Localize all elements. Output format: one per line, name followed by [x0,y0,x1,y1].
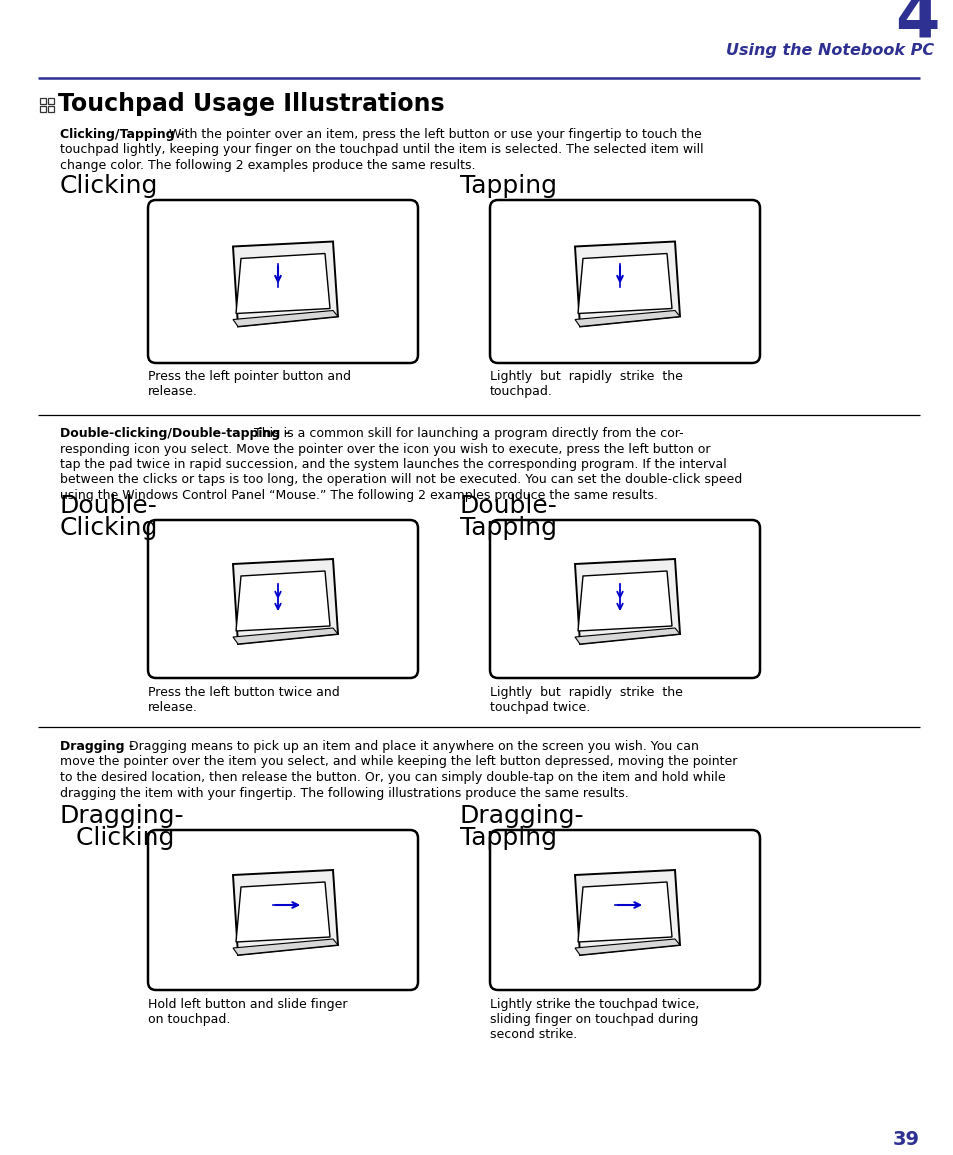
Text: Press the left button twice and: Press the left button twice and [148,686,339,699]
Polygon shape [575,870,679,955]
Polygon shape [233,241,337,327]
Text: Double-: Double- [60,494,157,517]
Text: 39: 39 [892,1130,919,1149]
Text: Clicking: Clicking [60,174,158,198]
Text: Tapping: Tapping [459,174,557,198]
Text: Clicking/Tapping -: Clicking/Tapping - [60,128,184,141]
Text: touchpad twice.: touchpad twice. [490,701,590,714]
Text: second strike.: second strike. [490,1028,577,1041]
FancyBboxPatch shape [490,520,760,678]
Text: move the pointer over the item you select, and while keeping the left button dep: move the pointer over the item you selec… [60,755,737,768]
Text: Tapping: Tapping [459,516,557,541]
Text: to the desired location, then release the button. Or, you can simply double-tap : to the desired location, then release th… [60,772,725,784]
Bar [40,106,46,112]
FancyBboxPatch shape [490,830,760,990]
Polygon shape [578,253,671,313]
Text: This is a common skill for launching a program directly from the cor-: This is a common skill for launching a p… [250,427,683,440]
Polygon shape [233,628,337,644]
FancyBboxPatch shape [490,200,760,363]
Text: change color. The following 2 examples produce the same results.: change color. The following 2 examples p… [60,159,475,172]
Text: Tapping: Tapping [459,826,557,850]
Text: responding icon you select. Move the pointer over the icon you wish to execute, : responding icon you select. Move the poi… [60,442,710,455]
Text: Lightly strike the touchpad twice,: Lightly strike the touchpad twice, [490,998,699,1011]
Polygon shape [575,559,679,644]
Text: touchpad.: touchpad. [490,385,553,398]
Text: Dragging-: Dragging- [60,804,185,828]
Text: dragging the item with your fingertip. The following illustrations produce the s: dragging the item with your fingertip. T… [60,787,628,799]
Text: Double-: Double- [459,494,558,517]
Polygon shape [575,628,679,644]
Text: on touchpad.: on touchpad. [148,1013,230,1026]
Text: Lightly  but  rapidly  strike  the: Lightly but rapidly strike the [490,370,682,383]
FancyBboxPatch shape [148,520,417,678]
Text: Clicking: Clicking [60,826,174,850]
Polygon shape [575,241,679,327]
Text: tap the pad twice in rapid succession, and the system launches the corresponding: tap the pad twice in rapid succession, a… [60,459,726,471]
Text: release.: release. [148,385,197,398]
Text: Dragging-: Dragging- [459,804,584,828]
Text: Press the left pointer button and: Press the left pointer button and [148,370,351,383]
Text: 4: 4 [895,0,939,52]
Text: Clicking: Clicking [60,516,158,541]
Text: With the pointer over an item, press the left button or use your fingertip to to: With the pointer over an item, press the… [165,128,701,141]
Bar [40,98,46,104]
Text: using the Windows Control Panel “Mouse.” The following 2 examples produce the sa: using the Windows Control Panel “Mouse.”… [60,489,658,502]
Polygon shape [233,311,337,327]
Polygon shape [233,559,337,644]
Polygon shape [578,882,671,942]
Polygon shape [235,882,330,942]
Text: Double-clicking/Double-tapping -: Double-clicking/Double-tapping - [60,427,290,440]
Polygon shape [235,253,330,313]
Polygon shape [233,870,337,955]
Text: touchpad lightly, keeping your finger on the touchpad until the item is selected: touchpad lightly, keeping your finger on… [60,143,703,156]
Text: Dragging -: Dragging - [60,740,133,753]
Text: Using the Notebook PC: Using the Notebook PC [725,43,933,58]
Text: sliding finger on touchpad during: sliding finger on touchpad during [490,1013,698,1026]
Text: release.: release. [148,701,197,714]
Polygon shape [235,571,330,631]
Text: Dragging means to pick up an item and place it anywhere on the screen you wish. : Dragging means to pick up an item and pl… [125,740,699,753]
FancyBboxPatch shape [148,200,417,363]
FancyBboxPatch shape [148,830,417,990]
Text: Lightly  but  rapidly  strike  the: Lightly but rapidly strike the [490,686,682,699]
Bar [48,98,54,104]
Text: Touchpad Usage Illustrations: Touchpad Usage Illustrations [58,92,444,116]
Text: between the clicks or taps is too long, the operation will not be executed. You : between the clicks or taps is too long, … [60,474,741,486]
Bar [48,106,54,112]
Polygon shape [575,939,679,955]
Text: Hold left button and slide finger: Hold left button and slide finger [148,998,347,1011]
Polygon shape [578,571,671,631]
Polygon shape [575,311,679,327]
Polygon shape [233,939,337,955]
